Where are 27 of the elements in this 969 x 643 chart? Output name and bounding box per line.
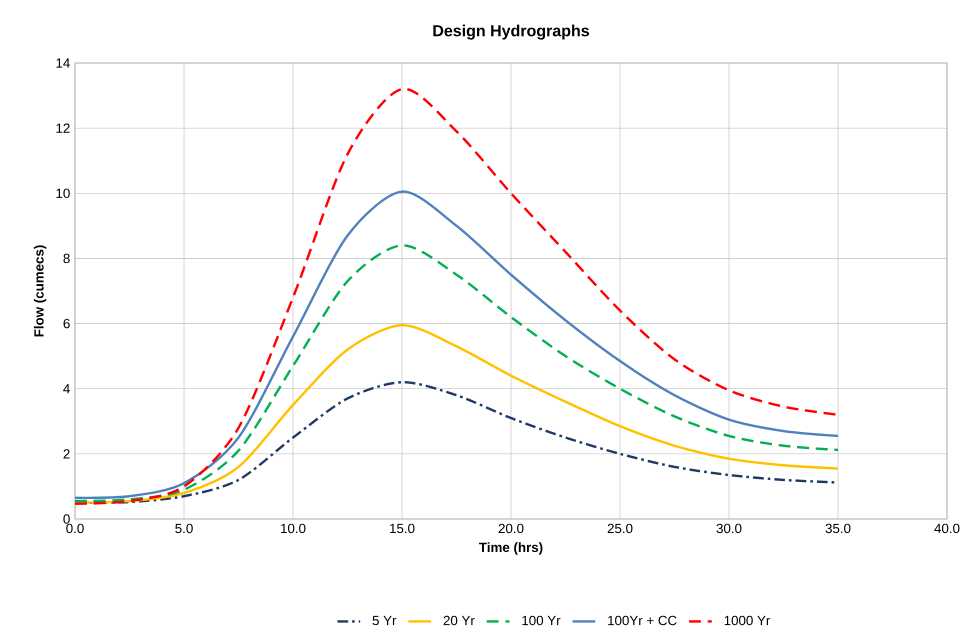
- y-axis-title: Flow (cumecs): [34, 245, 46, 336]
- y-tick-label: 4: [63, 384, 70, 394]
- legend-label: 5 Yr: [372, 616, 396, 626]
- legend-label: 20 Yr: [444, 616, 475, 626]
- legend-label: 1000 Yr: [724, 616, 770, 626]
- y-tick-label: 6: [64, 318, 70, 328]
- x-tick-label: 30.0: [716, 524, 742, 534]
- x-tick-label: 20.0: [498, 524, 524, 534]
- x-axis-title: Time (hrs): [479, 542, 542, 555]
- x-tick-label: 5.0: [175, 524, 193, 534]
- x-tick-label: 10.0: [281, 524, 306, 534]
- y-tick-label: 12: [56, 123, 70, 133]
- y-tick-label: 10: [56, 188, 70, 198]
- legend-label: 100Yr + CC: [608, 616, 677, 626]
- line-series: [75, 190, 840, 500]
- legend-label: 100 Yr: [522, 616, 560, 626]
- x-tick-label: 35.0: [826, 524, 850, 534]
- x-tick-label: 40.0: [934, 524, 960, 534]
- x-tick-label: 25.0: [608, 524, 632, 534]
- x-tick-label: 0.0: [66, 524, 84, 534]
- chart-title: Design Hydrographs: [433, 24, 590, 40]
- y-tick-label: 0: [63, 514, 70, 524]
- x-tick-label: 15.0: [390, 524, 414, 534]
- y-tick-label: 2: [64, 449, 70, 459]
- y-tick-label: 14: [56, 58, 70, 68]
- line-series: [75, 244, 840, 502]
- y-tick-label: 8: [63, 254, 70, 264]
